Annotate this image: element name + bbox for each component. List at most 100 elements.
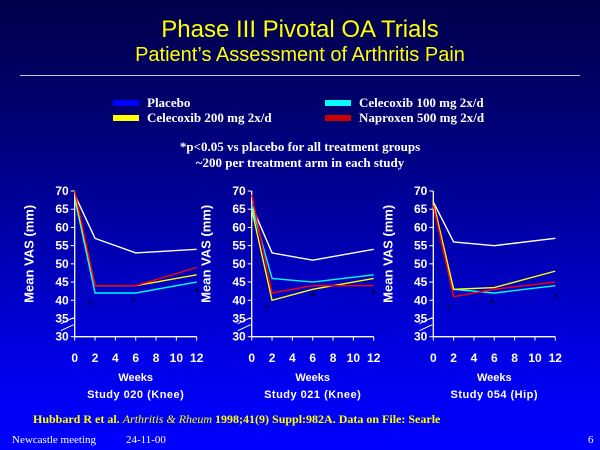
- x-tick-label: 0: [430, 351, 437, 365]
- significance-marker: *: [265, 304, 269, 314]
- y-tick-label: 30: [232, 330, 246, 344]
- x-tick-label: 10: [347, 351, 361, 365]
- x-tick-label: 12: [190, 351, 204, 365]
- legend-swatch: [113, 100, 139, 106]
- x-tick-label: 0: [248, 351, 255, 365]
- y-tick-label: 30: [414, 330, 428, 344]
- significance-marker: *: [311, 291, 315, 301]
- x-axis-label: Weeks: [295, 372, 330, 384]
- legend-swatch: [325, 115, 351, 121]
- significance-marker: *: [372, 289, 376, 299]
- y-tick-label: 65: [232, 202, 246, 216]
- legend-label: Naproxen 500 mg 2x/d: [359, 110, 485, 125]
- chart-title: Study 054 (Hip): [451, 389, 539, 401]
- sample-size-note: ~200 per treatment arm in each study: [195, 155, 405, 170]
- chart-title: Study 021 (Knee): [264, 389, 361, 401]
- y-tick-label: 70: [414, 184, 428, 198]
- y-tick-label: 60: [232, 220, 246, 234]
- y-tick-label: 60: [55, 220, 69, 234]
- x-tick-label: 10: [170, 351, 184, 365]
- slide-title: Phase III Pivotal OA Trials: [161, 16, 439, 43]
- series-line-placebo: [432, 201, 556, 247]
- y-axis-label: Mean VAS (mm): [22, 205, 37, 303]
- y-tick-label: 40: [55, 293, 69, 307]
- axis-break-mark: [419, 324, 433, 332]
- legend-item-celecoxib-100: Celecoxib 100 mg 2x/d: [325, 95, 484, 111]
- y-tick-label: 55: [232, 239, 246, 253]
- x-tick-label: 2: [450, 351, 457, 365]
- y-tick-label: 65: [414, 202, 428, 216]
- x-tick-label: 12: [549, 351, 563, 365]
- x-axis-label: Weeks: [477, 372, 512, 384]
- x-tick-label: 2: [269, 351, 276, 365]
- x-axis-label: Weeks: [118, 372, 153, 384]
- ref-journal: Arthritis & Rheum: [122, 412, 213, 426]
- x-tick-label: 8: [330, 351, 337, 365]
- series-line-naproxen-500-mg-2x-d: [432, 205, 556, 298]
- series-line-placebo: [251, 205, 374, 261]
- x-tick-label: 6: [132, 351, 139, 365]
- y-tick-label: 35: [414, 311, 428, 325]
- footer-meeting: Newcastle meeting: [12, 434, 96, 446]
- series-line-celecoxib-100-mg-2x-d: [251, 205, 374, 283]
- series-line-naproxen-500-mg-2x-d: [251, 194, 374, 294]
- x-tick-label: 12: [367, 351, 381, 365]
- y-tick-label: 60: [414, 220, 428, 234]
- chart-title: Study 020 (Knee): [87, 389, 184, 401]
- x-tick-label: 6: [309, 351, 316, 365]
- x-tick-label: 10: [528, 351, 542, 365]
- x-tick-label: 8: [511, 351, 518, 365]
- series-line-naproxen-500-mg-2x-d: [74, 190, 197, 287]
- significance-marker: *: [447, 304, 451, 314]
- series-line-celecoxib-200-mg-2x-d: [432, 201, 556, 291]
- significance-marker: *: [491, 298, 495, 308]
- footer-page-number: 6: [588, 434, 594, 446]
- y-tick-label: 55: [414, 239, 428, 253]
- significance-marker: *: [88, 300, 92, 310]
- y-tick-label: 70: [55, 184, 69, 198]
- significance-marker: *: [132, 296, 136, 306]
- series-line-celecoxib-200-mg-2x-d: [74, 194, 197, 287]
- x-tick-label: 2: [92, 351, 99, 365]
- x-tick-label: 0: [71, 351, 78, 365]
- reference: Hubbard R et al. Arthritis & Rheum 1998;…: [33, 412, 440, 427]
- series-line-celecoxib-200-mg-2x-d: [251, 209, 374, 302]
- y-tick-label: 45: [55, 275, 69, 289]
- significance-note: *p<0.05 vs placebo for all treatment gro…: [179, 139, 421, 154]
- y-tick-label: 65: [55, 202, 69, 216]
- legend-label: Placebo: [147, 95, 191, 110]
- y-axis-label: Mean VAS (mm): [380, 205, 395, 303]
- footer-date: 24-11-00: [126, 434, 166, 446]
- x-tick-label: 4: [289, 351, 296, 365]
- legend-item-naproxen: Naproxen 500 mg 2x/d: [325, 110, 484, 126]
- axis-break-mark: [60, 324, 74, 332]
- ref-authors: Hubbard R et al.: [33, 412, 123, 426]
- slide-subtitle: Patient’s Assessment of Arthritis Pain: [135, 44, 465, 66]
- series-line-celecoxib-100-mg-2x-d: [74, 198, 197, 294]
- y-tick-label: 50: [232, 257, 246, 271]
- x-tick-label: 4: [112, 351, 119, 365]
- legend-label: Celecoxib 200 mg 2x/d: [147, 110, 272, 125]
- y-tick-label: 40: [414, 293, 428, 307]
- series-line-placebo: [74, 194, 197, 254]
- y-axis-label: Mean VAS (mm): [199, 205, 214, 303]
- significance-marker: *: [554, 293, 558, 303]
- x-tick-label: 8: [153, 351, 160, 365]
- y-tick-label: 45: [414, 275, 428, 289]
- y-tick-label: 45: [232, 275, 246, 289]
- legend-item-placebo: Placebo: [113, 95, 190, 111]
- y-tick-label: 50: [55, 257, 69, 271]
- x-tick-label: 6: [491, 351, 498, 365]
- y-tick-label: 40: [232, 293, 246, 307]
- y-tick-label: 35: [232, 311, 246, 325]
- y-tick-label: 70: [232, 184, 246, 198]
- y-tick-label: 50: [414, 257, 428, 271]
- legend-item-celecoxib-200: Celecoxib 200 mg 2x/d: [113, 110, 272, 126]
- axis-break-mark: [237, 324, 251, 332]
- legend-swatch: [113, 115, 139, 121]
- legend-swatch: [325, 100, 351, 106]
- legend-label: Celecoxib 100 mg 2x/d: [359, 95, 484, 110]
- x-tick-label: 4: [471, 351, 478, 365]
- ref-details: 1998;41(9) Suppl:982A. Data on File: Sea…: [212, 412, 441, 426]
